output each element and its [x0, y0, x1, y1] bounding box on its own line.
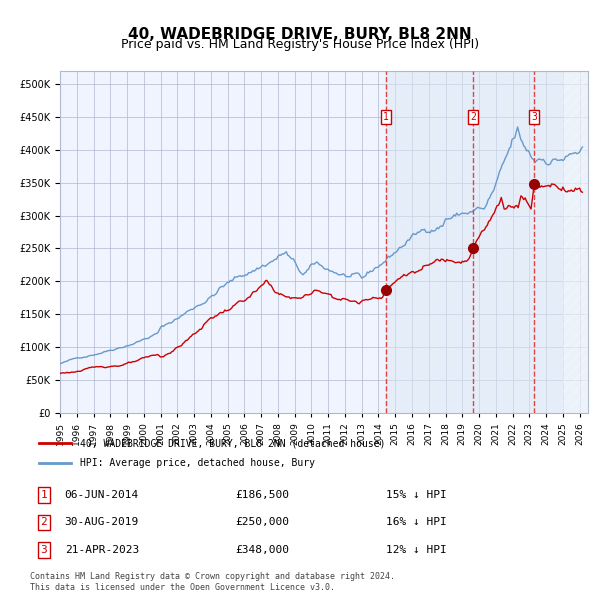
- Text: HPI: Average price, detached house, Bury: HPI: Average price, detached house, Bury: [79, 458, 314, 467]
- Text: 21-APR-2023: 21-APR-2023: [65, 545, 139, 555]
- Bar: [563, 71, 588, 413]
- Text: Price paid vs. HM Land Registry's House Price Index (HPI): Price paid vs. HM Land Registry's House …: [121, 38, 479, 51]
- Text: 16% ↓ HPI: 16% ↓ HPI: [386, 517, 447, 527]
- Text: 40, WADEBRIDGE DRIVE, BURY, BL8 2NN (detached house): 40, WADEBRIDGE DRIVE, BURY, BL8 2NN (det…: [79, 438, 385, 448]
- Text: 30-AUG-2019: 30-AUG-2019: [65, 517, 139, 527]
- Text: 1: 1: [40, 490, 47, 500]
- Text: 3: 3: [40, 545, 47, 555]
- Text: Contains HM Land Registry data © Crown copyright and database right 2024.: Contains HM Land Registry data © Crown c…: [30, 572, 395, 581]
- Text: This data is licensed under the Open Government Licence v3.0.: This data is licensed under the Open Gov…: [30, 583, 335, 590]
- Text: 40, WADEBRIDGE DRIVE, BURY, BL8 2NN: 40, WADEBRIDGE DRIVE, BURY, BL8 2NN: [128, 27, 472, 41]
- Text: 2: 2: [40, 517, 47, 527]
- Text: 3: 3: [532, 112, 537, 122]
- Text: 06-JUN-2014: 06-JUN-2014: [65, 490, 139, 500]
- Text: £348,000: £348,000: [235, 545, 289, 555]
- Text: £186,500: £186,500: [235, 490, 289, 500]
- Text: 2: 2: [470, 112, 476, 122]
- Text: 1: 1: [383, 112, 389, 122]
- Text: 15% ↓ HPI: 15% ↓ HPI: [386, 490, 447, 500]
- Bar: [386, 71, 588, 413]
- Text: £250,000: £250,000: [235, 517, 289, 527]
- Text: 12% ↓ HPI: 12% ↓ HPI: [386, 545, 447, 555]
